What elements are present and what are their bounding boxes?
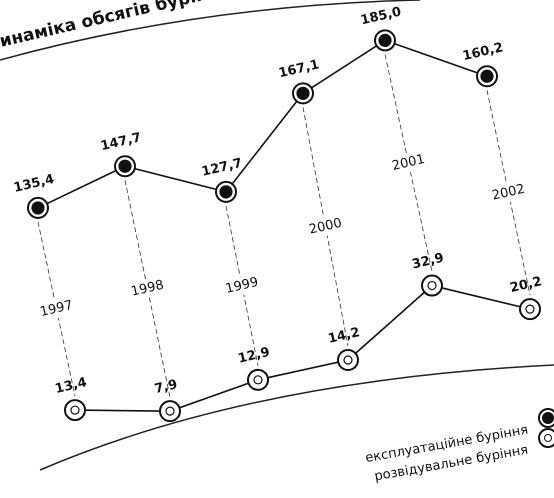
data-label: 135,4 (12, 172, 55, 196)
data-label: 127,7 (200, 156, 243, 180)
marker-core (525, 304, 535, 314)
marker-core (378, 33, 392, 48)
label-bg (224, 276, 260, 295)
data-label: 147,7 (99, 130, 142, 154)
marker-core (343, 355, 353, 365)
x-tick-label: 2001 (391, 152, 427, 174)
marker-core (165, 406, 175, 416)
connector (384, 54, 433, 272)
data-label: 160,2 (461, 40, 504, 64)
marker-core (480, 69, 494, 83)
data-label: 20,2 (509, 274, 544, 296)
data-label: 185,0 (359, 4, 402, 28)
marker-core (253, 375, 263, 385)
label-bg (307, 217, 344, 236)
x-tick-label: 1997 (39, 298, 75, 320)
data-label: 7,9 (153, 377, 179, 397)
x-tick-label: 2000 (308, 216, 344, 238)
label-bg (38, 299, 75, 318)
marker-core (296, 86, 310, 100)
x-tick-label: 2002 (491, 182, 527, 204)
data-label: 13,4 (54, 375, 89, 397)
line (37, 39, 488, 209)
chart-title: инаміка обсягів буріння в (0, 0, 248, 52)
data-label: 167,1 (277, 57, 320, 81)
label-bg (129, 279, 166, 298)
decor-curve (0, 0, 421, 61)
connector (124, 180, 171, 398)
x-tick-label: 1999 (224, 275, 260, 297)
label-bg (490, 183, 527, 202)
data-label: 12,9 (237, 345, 272, 367)
legend-marker-core (542, 412, 554, 424)
marker-core (427, 280, 437, 291)
data-label: 32,9 (411, 251, 446, 273)
label-bg (390, 153, 427, 172)
marker-core (219, 185, 233, 199)
data-label: 14,2 (327, 325, 362, 347)
x-tick-label: 1998 (130, 278, 166, 300)
marker-core (70, 405, 80, 415)
decor-curve (39, 364, 554, 471)
legend-marker-core (544, 434, 552, 442)
marker-core (118, 159, 132, 173)
line (74, 284, 531, 412)
marker-core (31, 201, 45, 215)
